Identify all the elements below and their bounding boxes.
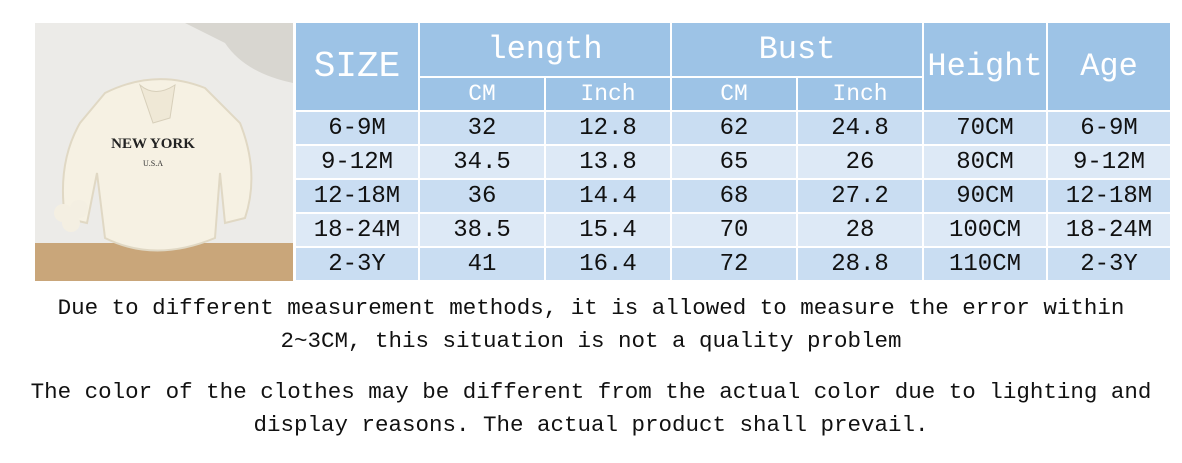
table-cell: 41 [420, 248, 544, 280]
header-cell: Bust [672, 23, 922, 76]
header-cell: Height [924, 23, 1046, 110]
table-cell: 12-18M [1048, 180, 1170, 212]
table-cell: 110CM [924, 248, 1046, 280]
subheader-cell: Inch [546, 78, 670, 110]
subheader-cell: CM [672, 78, 796, 110]
header-cell: Age [1048, 23, 1170, 110]
table-cell: 2-3Y [296, 248, 418, 280]
table-cell: 18-24M [1048, 214, 1170, 246]
print-main: NEW YORK [111, 136, 195, 152]
table-cell: 90CM [924, 180, 1046, 212]
table-cell: 70CM [924, 112, 1046, 144]
table-cell: 6-9M [296, 112, 418, 144]
size-table: SIZE length Bust Height Age CM Inch CM Inch 6-9M 3… [296, 23, 1170, 280]
table-cell: 65 [672, 146, 796, 178]
product-photo: NEW YORK U.S.A [35, 23, 293, 281]
table-cell: 26 [798, 146, 922, 178]
table-cell: 16.4 [546, 248, 670, 280]
table-cell: 38.5 [420, 214, 544, 246]
table-cell: 2-3Y [1048, 248, 1170, 280]
subheader-cell: CM [420, 78, 544, 110]
table-cell: 28.8 [798, 248, 922, 280]
table-cell: 9-12M [1048, 146, 1170, 178]
notes: Due to different measurement methods, it… [30, 292, 1152, 460]
table-cell: 27.2 [798, 180, 922, 212]
header-cell: SIZE [296, 23, 418, 110]
table-cell: 13.8 [546, 146, 670, 178]
header-cell: length [420, 23, 670, 76]
table-cell: 68 [672, 180, 796, 212]
table-cell: 32 [420, 112, 544, 144]
table-cell: 36 [420, 180, 544, 212]
table-cell: 70 [672, 214, 796, 246]
table-cell: 72 [672, 248, 796, 280]
table-cell: 24.8 [798, 112, 922, 144]
table-cell: 14.4 [546, 180, 670, 212]
table-cell: 15.4 [546, 214, 670, 246]
table-cell: 62 [672, 112, 796, 144]
table-cell: 9-12M [296, 146, 418, 178]
table-cell: 6-9M [1048, 112, 1170, 144]
table-cell: 80CM [924, 146, 1046, 178]
table-cell: 12-18M [296, 180, 418, 212]
subheader-cell: Inch [798, 78, 922, 110]
table-cell: 12.8 [546, 112, 670, 144]
table-cell: 28 [798, 214, 922, 246]
table-cell: 34.5 [420, 146, 544, 178]
table-cell: 18-24M [296, 214, 418, 246]
note: The color of the clothes may be differen… [30, 379, 1152, 438]
table-cell: 100CM [924, 214, 1046, 246]
print-sub: U.S.A [143, 159, 163, 168]
note: Due to different measurement methods, it… [57, 295, 1125, 354]
